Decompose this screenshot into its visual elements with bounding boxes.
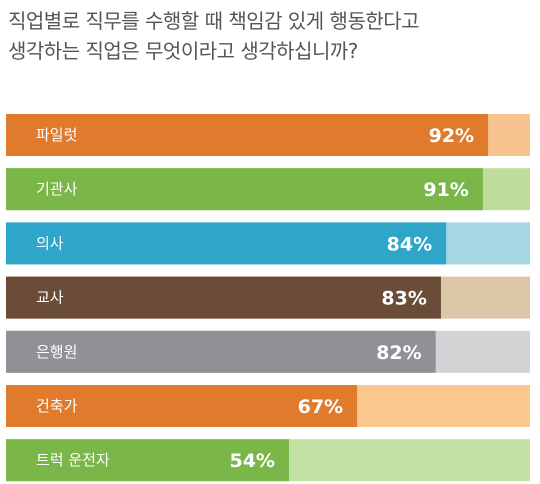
bar-value-label: 83%: [381, 288, 426, 310]
bar-value-label: 54%: [229, 450, 274, 472]
bar-value-label: 92%: [429, 125, 474, 147]
bar-value-label: 84%: [387, 233, 432, 255]
chart-title: 직업별로 직무를 수행할 때 책임감 있게 행동한다고 생각하는 직업은 무엇이…: [8, 6, 536, 66]
bar-value-label: 67%: [298, 396, 343, 418]
bar-category-label: 파일럿: [36, 126, 77, 144]
bar-category-label: 건축가: [36, 397, 78, 415]
bar: [6, 114, 489, 156]
bar: [6, 222, 447, 265]
bar: [6, 439, 289, 482]
chart-title-line-2: 생각하는 직업은 무엇이라고 생각하십니까?: [8, 39, 358, 63]
bar-category-label: 의사: [36, 234, 64, 252]
chart-title-line-1: 직업별로 직무를 수행할 때 책임감 있게 행동한다고: [8, 9, 420, 33]
bar: [6, 168, 483, 211]
bar-value-label: 82%: [376, 342, 421, 364]
bar-category-label: 트럭 운전자: [36, 451, 110, 469]
bar: [6, 276, 441, 319]
bar-category-label: 교사: [36, 289, 64, 307]
bar: [6, 330, 436, 373]
bar: [6, 385, 358, 427]
bar-value-label: 91%: [423, 179, 468, 201]
bar-category-label: 기관사: [36, 180, 78, 198]
bar-category-label: 은행원: [36, 343, 77, 361]
